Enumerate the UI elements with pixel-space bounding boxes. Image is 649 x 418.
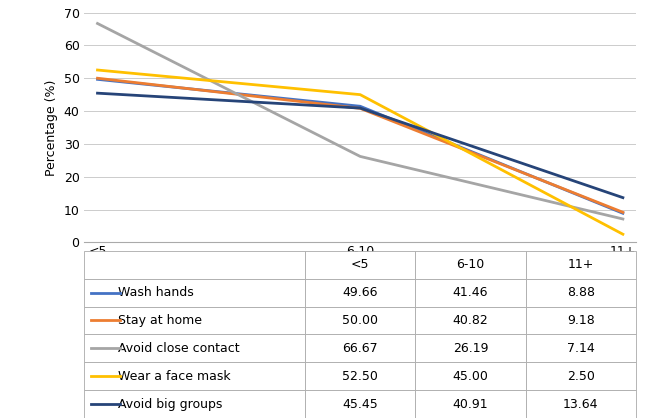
- Y-axis label: Percentage (%): Percentage (%): [45, 79, 58, 176]
